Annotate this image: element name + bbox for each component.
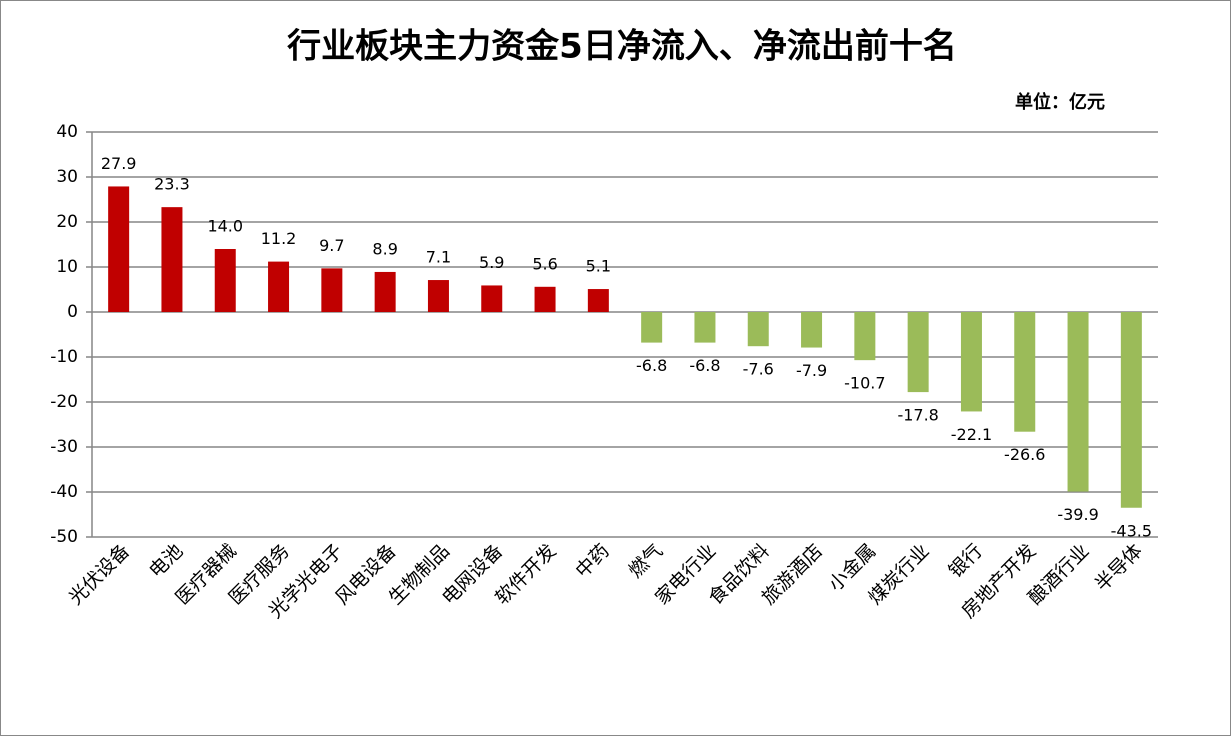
- y-tick-label: 40: [56, 122, 78, 142]
- value-label: 9.7: [319, 236, 344, 255]
- unit-label: 单位：亿元: [1015, 91, 1105, 113]
- value-label: -43.5: [1111, 521, 1152, 540]
- bar: [801, 312, 823, 348]
- value-label: -22.1: [951, 425, 992, 444]
- bar: [1067, 312, 1089, 492]
- bar: [694, 312, 716, 343]
- bar: [108, 186, 130, 312]
- value-label: 5.6: [532, 254, 557, 273]
- value-label: 27.9: [101, 154, 137, 173]
- y-tick-label: 30: [56, 167, 78, 187]
- y-tick-label: 20: [56, 212, 78, 232]
- y-tick-label: -30: [50, 437, 78, 457]
- bar: [907, 312, 929, 393]
- y-tick-label: -40: [50, 482, 78, 502]
- bar: [587, 289, 609, 312]
- value-label: -39.9: [1057, 505, 1098, 524]
- bar: [534, 286, 556, 312]
- value-label: -6.8: [636, 356, 667, 375]
- value-label: 8.9: [372, 239, 397, 258]
- value-label: -26.6: [1004, 445, 1045, 464]
- bar: [374, 271, 396, 312]
- value-label: 11.2: [261, 229, 297, 248]
- value-label: -7.9: [796, 361, 827, 380]
- value-label: -6.8: [689, 356, 720, 375]
- chart-title: 行业板块主力资金5日净流入、净流出前十名: [287, 27, 957, 67]
- value-label: 5.9: [479, 253, 504, 272]
- value-label: 23.3: [154, 175, 190, 194]
- y-tick-label: 10: [56, 257, 78, 277]
- bar: [747, 312, 769, 347]
- bar: [321, 268, 343, 312]
- value-label: 14.0: [207, 217, 243, 236]
- bar: [214, 249, 236, 312]
- bar: [1120, 312, 1142, 508]
- value-label: -17.8: [897, 406, 938, 425]
- bar: [1014, 312, 1036, 432]
- y-tick-label: -50: [50, 527, 78, 547]
- bar: [854, 312, 876, 361]
- y-tick-label: -10: [50, 347, 78, 367]
- value-label: 7.1: [426, 248, 451, 267]
- bar: [641, 312, 663, 343]
- bar: [161, 207, 183, 312]
- bar: [960, 312, 982, 412]
- value-label: 5.1: [586, 257, 611, 276]
- y-tick-label: -20: [50, 392, 78, 412]
- bar: [427, 280, 449, 312]
- bar: [268, 261, 290, 312]
- y-tick-label: 0: [67, 302, 78, 322]
- value-label: -7.6: [743, 360, 774, 379]
- value-label: -10.7: [844, 374, 885, 393]
- bar: [481, 285, 503, 312]
